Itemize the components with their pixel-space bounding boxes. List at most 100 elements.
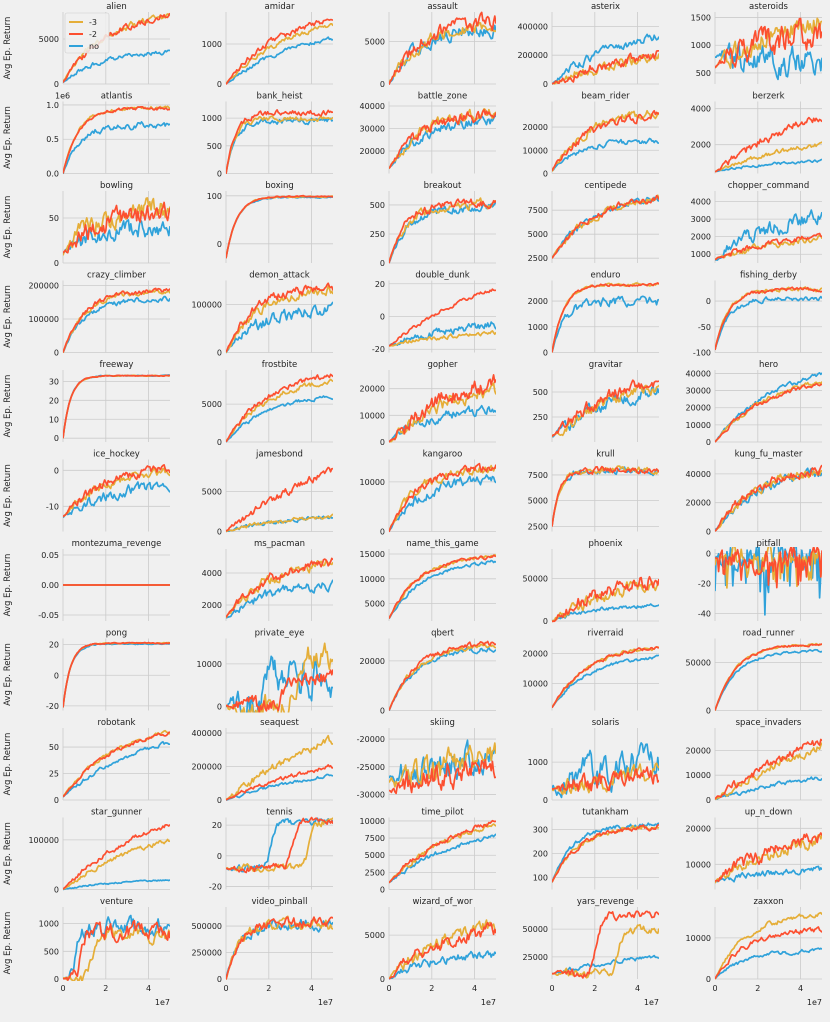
y-tick-label: 20: [49, 396, 59, 405]
y-tick-label: 200000: [517, 51, 548, 60]
series-line-m3: [389, 197, 496, 264]
series-line-m3: [63, 197, 170, 256]
x-tick-label: 4: [309, 984, 314, 993]
y-tick-label: 0: [706, 975, 711, 984]
series-line-m3: [389, 823, 496, 884]
y-tick-label: 20: [375, 280, 385, 289]
panel-kung_fu_master: kung_fu_master 0 20000 40000: [686, 450, 822, 537]
y-tick-label: -20000: [357, 735, 385, 744]
series-line-no: [226, 918, 333, 979]
series-line-m2: [552, 109, 659, 172]
panel-beam_rider: beam_rider 0 10000 20000: [523, 92, 659, 179]
panel-jamesbond: jamesbond 0 5000: [202, 450, 333, 537]
y-tick-label: 100000: [28, 836, 59, 845]
panel-krull: krull 2500 5000 7500: [528, 450, 659, 532]
series-line-no: [389, 646, 496, 712]
y-tick-label: 0: [54, 466, 59, 475]
series-line-no: [63, 295, 170, 354]
y-tick-label: -10: [46, 502, 59, 511]
x-tick-label: 0: [549, 984, 554, 993]
series-line-m2: [715, 738, 822, 800]
y-tick-label: 5000: [365, 851, 385, 860]
series-line-m2: [63, 464, 170, 518]
series-line-m2: [63, 105, 170, 174]
y-tick-label: 0: [380, 438, 385, 447]
series-line-m2: [226, 109, 333, 174]
panel-assault: assault 0 5000: [365, 2, 496, 89]
y-tick-label: 20000: [360, 385, 385, 394]
series-line-m3: [389, 919, 496, 979]
y-tick-label: 0: [380, 80, 385, 89]
y-tick-label: 50: [49, 214, 59, 223]
series-line-m2: [63, 641, 170, 708]
series-line-m2: [226, 18, 333, 85]
series-line-m3: [63, 838, 170, 891]
y-tick-label: 2000: [691, 233, 711, 242]
y-tick-label: 10: [49, 415, 59, 424]
series-line-m2: [389, 462, 496, 533]
y-tick-label: 3000: [691, 215, 711, 224]
series-line-no: [552, 385, 659, 438]
y-tick-label: 0: [54, 349, 59, 358]
panel-title: atlantis: [101, 92, 133, 102]
series-line-m2: [389, 198, 496, 264]
series-line-m2: [389, 11, 496, 85]
panel-bank_heist: bank_heist 0 500 1000: [202, 92, 333, 179]
x-tick-label: 4: [146, 984, 151, 993]
y-tick-label: 1500: [691, 14, 711, 23]
panel-alien: alien 0 5000 Avg Ep. Return -3 -2 no: [3, 2, 170, 89]
series-line-m3: [63, 926, 170, 981]
panel-title: solaris: [592, 718, 620, 728]
panel-title: robotank: [98, 718, 136, 728]
y-tick-label: 250000: [191, 949, 222, 958]
panel-wizard_of_wor: wizard_of_wor 0 5000 0 2 4 1e7: [365, 897, 496, 1007]
y-tick-label: -40: [698, 610, 711, 619]
series-line-no: [63, 740, 170, 798]
panel-title: breakout: [424, 181, 462, 191]
x-tick-label: 4: [472, 984, 477, 993]
panel-gravitar: gravitar 250 500: [533, 360, 659, 442]
panel-title: alien: [106, 2, 127, 12]
y-tick-label: 50: [49, 743, 59, 752]
y-tick-label: 5000: [39, 35, 59, 44]
y-tick-label: 1000: [202, 114, 222, 123]
series-line-m2: [552, 282, 659, 353]
series-line-m2: [226, 282, 333, 353]
series-line-m3: [226, 22, 333, 85]
x-scale-multiplier: 1e7: [481, 998, 496, 1007]
panel-montezuma_revenge: montezuma_revenge -0.05 0.00 0.05 Avg Ep. Re…: [3, 539, 170, 621]
panel-title: kung_fu_master: [735, 450, 803, 460]
y-tick-label: 0: [380, 259, 385, 268]
panel-enduro: enduro 0 1000 2000: [528, 271, 659, 358]
panel-tennis: tennis -20 0 20: [209, 808, 333, 891]
y-tick-label: 0: [217, 796, 222, 805]
panel-video_pinball: video_pinball 0 250000 500000 0 2 4 1e7: [191, 897, 333, 1007]
y-tick-label: 200000: [28, 282, 59, 291]
y-tick-label: 2000: [202, 601, 222, 610]
y-tick-label: 400000: [191, 729, 222, 738]
panel-skiing: skiing -30000 -25000 -20000: [357, 718, 496, 800]
series-line-m2: [715, 547, 822, 589]
series-line-m3: [552, 646, 659, 708]
panel-amidar: amidar 0 1000: [202, 2, 333, 89]
y-tick-label: -20: [698, 580, 711, 589]
panel-title: pitfall: [756, 539, 780, 549]
series-line-m3: [226, 378, 333, 443]
series-line-m2: [226, 557, 333, 618]
y-tick-label: 20000: [686, 746, 711, 755]
series-line-m2: [389, 108, 496, 169]
x-tick-label: 2: [266, 984, 271, 993]
y-tick-label: 25: [49, 770, 59, 779]
y-tick-label: 10000: [197, 660, 222, 669]
series-line-m2: [552, 823, 659, 883]
y-tick-label: 10000: [360, 575, 385, 584]
y-tick-label: 0: [54, 259, 59, 268]
series-line-no: [63, 219, 170, 254]
panel-pitfall: pitfall -40 -20 0: [698, 539, 822, 621]
y-tick-label: 4000: [691, 198, 711, 207]
panel-yars_revenge: yars_revenge 25000 50000 0 2 4 1e7: [523, 897, 659, 1007]
panel-title: tutankham: [582, 808, 628, 818]
panel-title: ms_pacman: [254, 539, 305, 549]
panel-title: tennis: [266, 808, 293, 818]
legend-label: -3: [89, 18, 97, 27]
